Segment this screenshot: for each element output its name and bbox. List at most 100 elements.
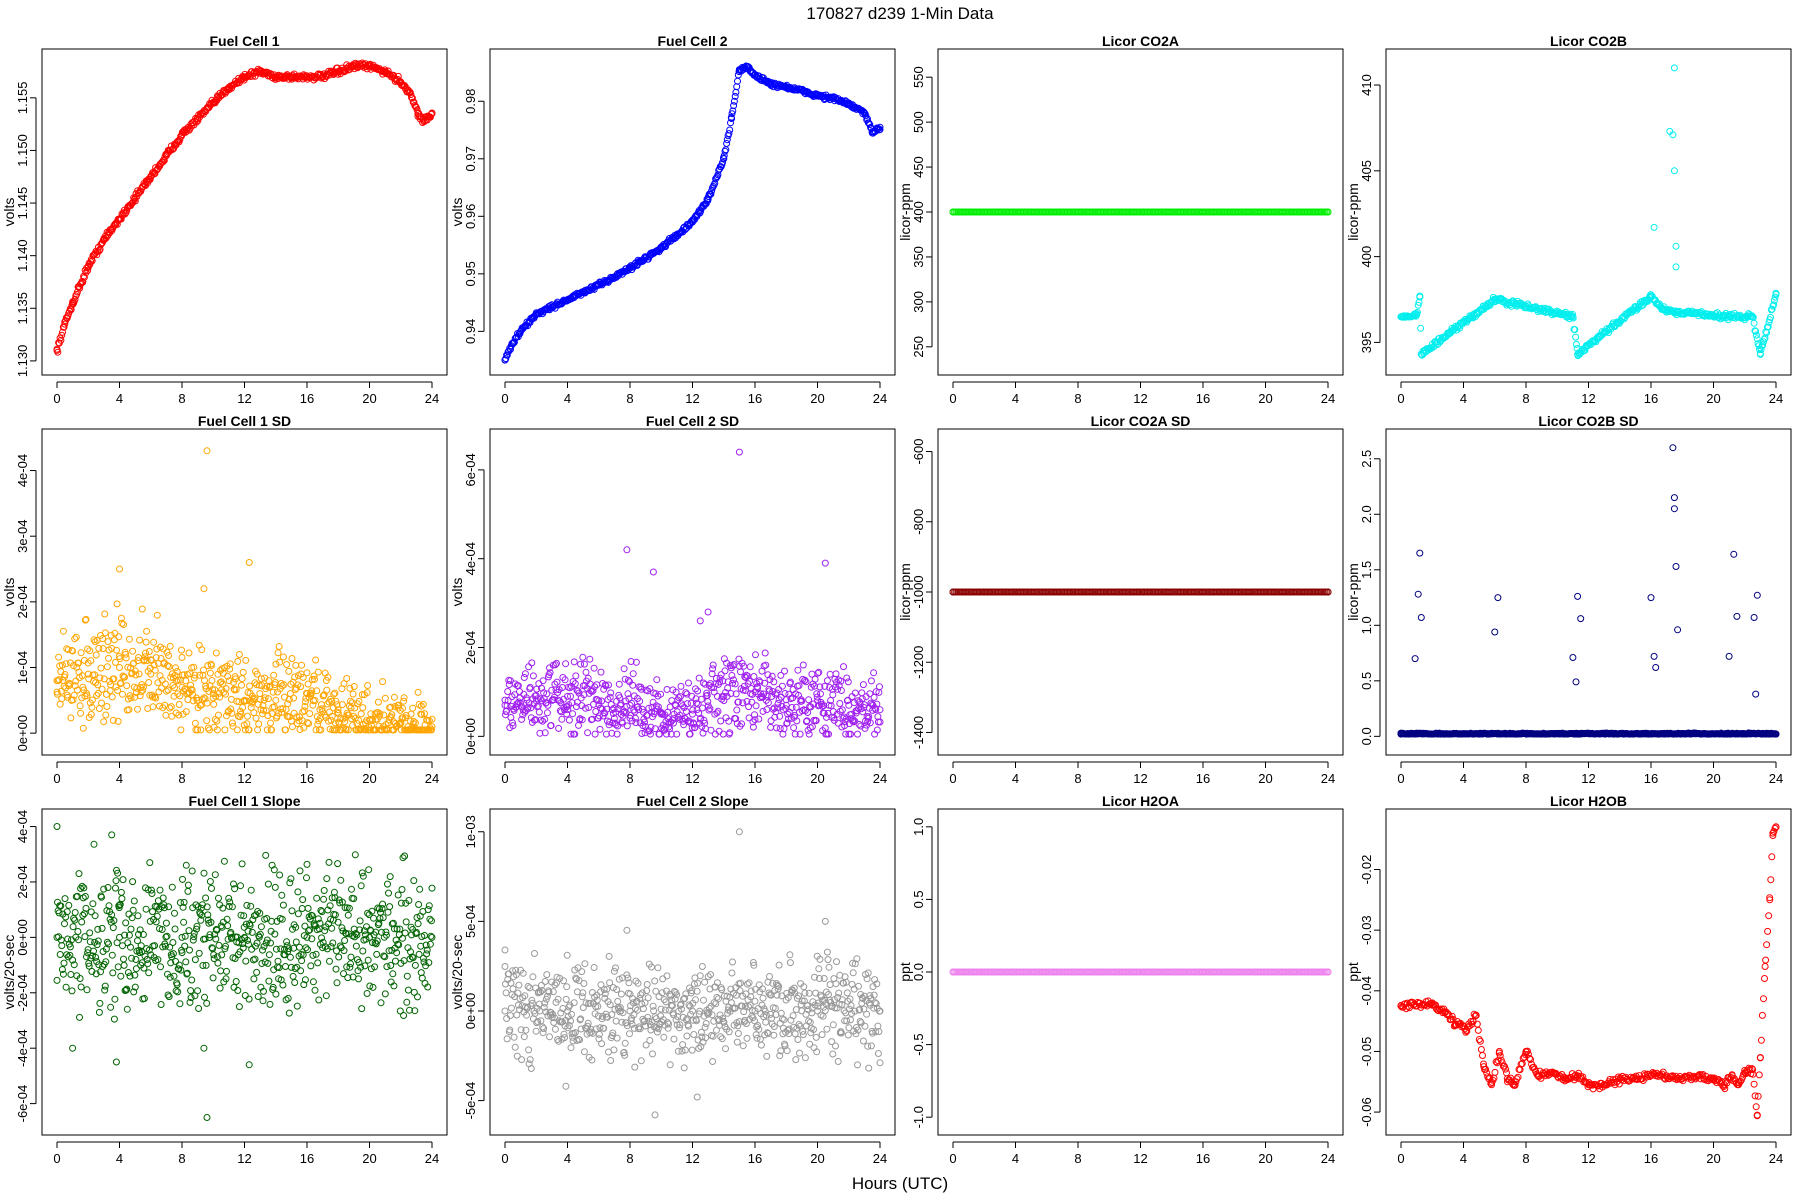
data-point: [390, 693, 398, 701]
data-point: [105, 654, 112, 662]
x-tick-label: 20: [362, 771, 376, 786]
data-point: [169, 939, 177, 946]
data-point: [61, 895, 69, 903]
data-point: [867, 677, 875, 685]
data-point: [584, 729, 592, 737]
data-point: [358, 1005, 366, 1013]
outlier-point: [1491, 628, 1499, 636]
data-point: [515, 981, 523, 989]
plot-frame: [489, 808, 896, 1136]
y-tick-label: -2e-04: [15, 974, 30, 1012]
outlier-point: [649, 568, 657, 576]
outlier-point: [1494, 594, 1502, 602]
data-point: [206, 669, 214, 677]
data-point: [55, 909, 63, 917]
outlier-point: [1411, 655, 1419, 663]
data-point: [562, 660, 570, 668]
x-axis: 0 4 8 12 16 20 24: [501, 761, 887, 786]
y-tick-label: 1e-03: [463, 815, 478, 848]
data-point: [142, 905, 150, 913]
trend-point: [406, 89, 414, 97]
x-tick-label: 20: [1258, 771, 1272, 786]
y-tick-label: 0.98: [463, 89, 478, 114]
y-tick-label: 400: [911, 201, 926, 223]
y-tick-label: 2.0: [1359, 505, 1374, 523]
outlier-point: [245, 559, 253, 566]
trend-point: [704, 195, 712, 203]
data-point: [752, 651, 759, 659]
data-point: [719, 730, 727, 738]
data-point: [799, 661, 807, 669]
data-point: [184, 887, 192, 895]
data-point: [698, 704, 706, 712]
data-point: [297, 967, 305, 975]
data-point: [150, 638, 158, 646]
data-point: [359, 947, 367, 955]
data-point: [122, 919, 130, 927]
y-tick-label: 0e+00: [463, 718, 478, 755]
trend-point: [209, 99, 217, 107]
data-point: [208, 884, 215, 892]
data-point: [208, 677, 216, 684]
data-point: [325, 858, 333, 866]
outlier-point: [1414, 590, 1422, 598]
data-point: [230, 983, 238, 991]
data-point: [234, 657, 242, 665]
x-tick-label: 0: [949, 771, 956, 786]
data-point: [596, 725, 604, 733]
data-point: [565, 716, 573, 724]
data-point: [286, 953, 294, 961]
panel-title: Licor CO2A SD: [1091, 413, 1191, 429]
data-point: [259, 997, 267, 1005]
data-point: [288, 655, 296, 662]
panel-title: Fuel Cell 2 SD: [646, 413, 739, 429]
data-point: [426, 915, 434, 923]
data-point: [859, 681, 867, 689]
data-point: [516, 688, 523, 695]
data-point: [403, 972, 411, 980]
x-tick-label: 0: [501, 771, 508, 786]
outlier-point: [200, 585, 208, 593]
data-point: [65, 901, 73, 909]
data-point: [109, 969, 117, 977]
figure-x-axis-label: Hours (UTC): [852, 1174, 948, 1193]
data-point: [569, 710, 577, 718]
data-point: [715, 166, 723, 174]
data-point: [315, 996, 323, 1004]
data-point: [525, 663, 533, 671]
data-point: [401, 82, 409, 90]
data-point: [239, 668, 247, 676]
panel-title: Fuel Cell 2 Slope: [636, 793, 748, 809]
trend-point: [397, 78, 405, 86]
data-point: [182, 958, 190, 966]
data-point: [67, 306, 75, 314]
data-point: [166, 704, 174, 712]
trend-point: [53, 346, 61, 354]
data-point: [120, 961, 128, 969]
data-point: [730, 102, 738, 110]
data-point: [302, 944, 310, 952]
y-tick-label: 1.130: [15, 345, 30, 378]
data-point: [349, 690, 357, 698]
data-point: [255, 720, 263, 728]
x-tick-label: 16: [1644, 771, 1658, 786]
data-point: [400, 694, 408, 702]
data-point: [298, 661, 306, 669]
x-tick-label: 8: [1522, 771, 1529, 786]
plot-frame: [41, 808, 448, 1136]
data-point: [214, 959, 222, 967]
data-point: [87, 908, 95, 916]
data-point: [410, 877, 418, 885]
data-point: [131, 197, 139, 205]
y-axis-label: volts: [1, 198, 17, 227]
data-point: [178, 654, 186, 661]
data-point: [171, 925, 179, 933]
plot-frame: [1385, 428, 1792, 756]
data-point: [58, 942, 66, 950]
data-point: [84, 267, 91, 275]
y-tick-label: -1000: [911, 575, 926, 608]
trend-point: [814, 92, 821, 99]
data-point: [134, 912, 142, 920]
